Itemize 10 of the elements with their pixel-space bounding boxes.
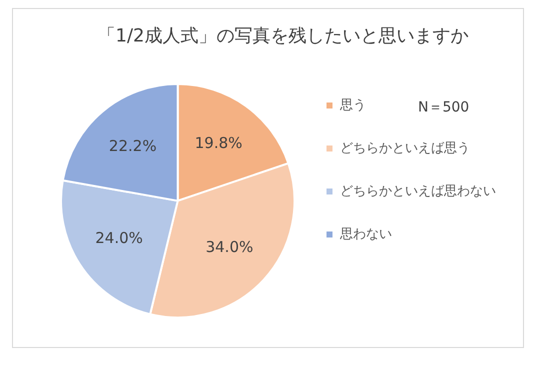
- legend-label: 思う: [339, 98, 366, 113]
- data-label: 22.2%: [108, 137, 157, 155]
- data-label: 24.0%: [95, 228, 143, 247]
- chart-title: 「1/2成人式」の写真を残したいと思いますか: [98, 25, 468, 46]
- text: N＝500: [418, 100, 470, 116]
- legend-label: どちらかといえば思う: [340, 140, 470, 156]
- legend-label: 思わない: [339, 226, 392, 242]
- data-label: 19.8%: [194, 134, 242, 152]
- data-label: 34.0%: [206, 238, 254, 256]
- legend-label: どちらかといえば思わない: [340, 184, 496, 199]
